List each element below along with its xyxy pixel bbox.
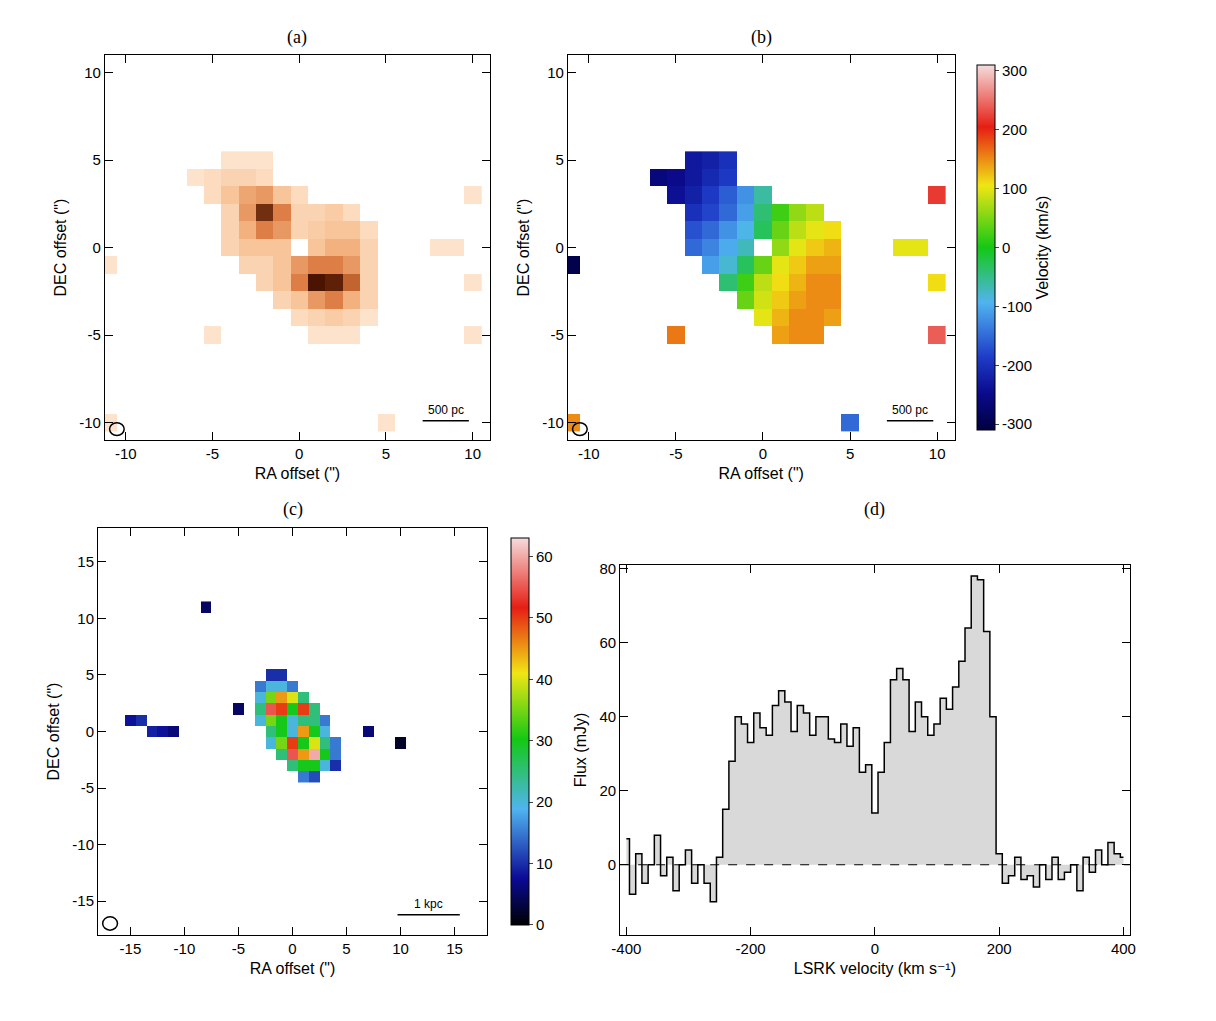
svg-text:10: 10 <box>547 64 564 81</box>
svg-text:(a): (a) <box>287 27 307 48</box>
svg-text:-15: -15 <box>72 892 94 909</box>
svg-text:500 pc: 500 pc <box>428 403 464 417</box>
svg-text:200: 200 <box>1002 121 1027 138</box>
svg-text:5: 5 <box>382 445 390 462</box>
svg-text:-100: -100 <box>1002 298 1032 315</box>
svg-text:-5: -5 <box>81 779 94 796</box>
svg-text:5: 5 <box>556 151 564 168</box>
svg-text:(c): (c) <box>283 499 303 520</box>
svg-text:200: 200 <box>987 940 1012 957</box>
svg-text:300: 300 <box>1002 62 1027 79</box>
svg-text:-5: -5 <box>551 326 564 343</box>
svg-text:100: 100 <box>1002 180 1027 197</box>
svg-text:0: 0 <box>759 445 767 462</box>
svg-text:0: 0 <box>288 940 296 957</box>
svg-text:0: 0 <box>608 856 616 873</box>
svg-text:DEC offset ("): DEC offset (") <box>52 199 69 297</box>
svg-text:500 pc: 500 pc <box>892 403 928 417</box>
svg-text:10: 10 <box>77 610 94 627</box>
svg-text:5: 5 <box>846 445 854 462</box>
svg-text:0: 0 <box>871 940 879 957</box>
svg-text:1 kpc: 1 kpc <box>414 897 443 911</box>
svg-text:LSRK velocity (km s⁻¹): LSRK velocity (km s⁻¹) <box>794 960 956 977</box>
svg-text:15: 15 <box>446 940 463 957</box>
svg-text:-10: -10 <box>542 414 564 431</box>
svg-text:80: 80 <box>599 560 616 577</box>
svg-text:20: 20 <box>536 793 553 810</box>
svg-text:RA offset ("): RA offset (") <box>250 960 335 977</box>
svg-text:40: 40 <box>599 708 616 725</box>
svg-text:RA offset ("): RA offset (") <box>255 465 340 482</box>
svg-text:-5: -5 <box>669 445 682 462</box>
svg-text:-10: -10 <box>174 940 196 957</box>
svg-text:0: 0 <box>556 239 564 256</box>
svg-text:DEC offset ("): DEC offset (") <box>515 199 532 297</box>
svg-text:Velocity (km/s): Velocity (km/s) <box>1034 196 1051 300</box>
svg-text:(b): (b) <box>751 27 772 48</box>
svg-text:(d): (d) <box>864 499 885 520</box>
svg-text:-5: -5 <box>88 326 101 343</box>
svg-text:5: 5 <box>342 940 350 957</box>
svg-text:0: 0 <box>93 239 101 256</box>
svg-text:-5: -5 <box>206 445 219 462</box>
svg-text:Flux (mJy): Flux (mJy) <box>572 713 589 788</box>
svg-text:10: 10 <box>929 445 946 462</box>
svg-text:60: 60 <box>599 634 616 651</box>
svg-text:-200: -200 <box>736 940 766 957</box>
svg-text:-10: -10 <box>578 445 600 462</box>
svg-text:0: 0 <box>295 445 303 462</box>
svg-text:10: 10 <box>536 855 553 872</box>
svg-text:-400: -400 <box>611 940 641 957</box>
svg-text:-15: -15 <box>120 940 142 957</box>
svg-text:-300: -300 <box>1002 415 1032 432</box>
svg-text:10: 10 <box>84 64 101 81</box>
svg-text:DEC offset ("): DEC offset (") <box>45 683 62 781</box>
svg-text:-200: -200 <box>1002 357 1032 374</box>
svg-text:0: 0 <box>536 916 544 933</box>
svg-text:-10: -10 <box>79 414 101 431</box>
svg-text:20: 20 <box>599 782 616 799</box>
svg-text:60: 60 <box>536 548 553 565</box>
svg-text:40: 40 <box>536 671 553 688</box>
svg-text:0: 0 <box>86 723 94 740</box>
svg-text:-10: -10 <box>115 445 137 462</box>
svg-text:15: 15 <box>77 553 94 570</box>
svg-text:RA offset ("): RA offset (") <box>719 465 804 482</box>
svg-text:0: 0 <box>1002 239 1010 256</box>
svg-text:30: 30 <box>536 732 553 749</box>
svg-text:10: 10 <box>464 445 481 462</box>
svg-text:5: 5 <box>86 666 94 683</box>
svg-text:10: 10 <box>392 940 409 957</box>
svg-text:-10: -10 <box>72 836 94 853</box>
svg-text:-5: -5 <box>232 940 245 957</box>
svg-text:400: 400 <box>1111 940 1136 957</box>
svg-text:5: 5 <box>93 151 101 168</box>
svg-text:50: 50 <box>536 609 553 626</box>
